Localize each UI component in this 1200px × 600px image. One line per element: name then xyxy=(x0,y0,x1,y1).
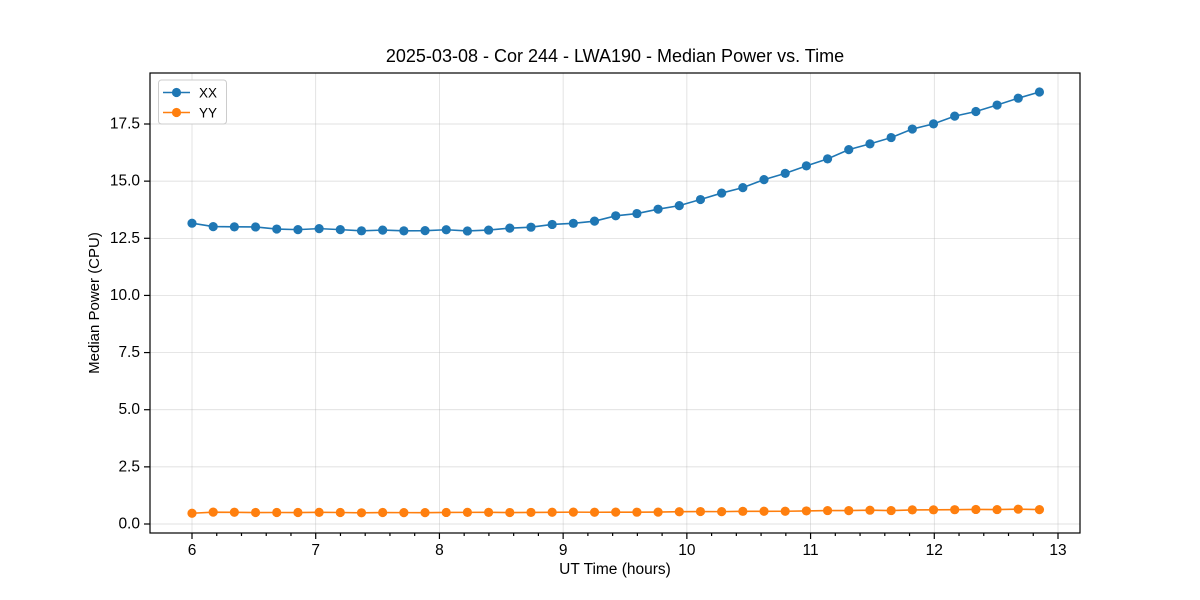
svg-text:2.5: 2.5 xyxy=(118,458,140,475)
svg-text:8: 8 xyxy=(435,542,444,559)
svg-text:13: 13 xyxy=(1049,542,1066,559)
svg-text:17.5: 17.5 xyxy=(110,116,140,133)
svg-text:2025-03-08 - Cor 244 - LWA190: 2025-03-08 - Cor 244 - LWA190 - Median P… xyxy=(386,46,844,66)
svg-text:6: 6 xyxy=(188,542,197,559)
svg-text:12: 12 xyxy=(926,542,943,559)
svg-text:10: 10 xyxy=(678,542,696,559)
svg-text:10.0: 10.0 xyxy=(110,287,141,304)
svg-text:12.5: 12.5 xyxy=(110,230,140,247)
svg-text:Median Power (CPU): Median Power (CPU) xyxy=(86,232,103,374)
svg-text:11: 11 xyxy=(803,542,819,559)
svg-text:7.5: 7.5 xyxy=(118,344,140,361)
svg-text:15.0: 15.0 xyxy=(110,173,141,190)
svg-text:UT Time (hours): UT Time (hours) xyxy=(559,561,671,578)
svg-text:YY: YY xyxy=(199,106,217,121)
svg-text:9: 9 xyxy=(559,542,568,559)
svg-text:5.0: 5.0 xyxy=(118,401,140,418)
svg-text:0.0: 0.0 xyxy=(118,516,140,533)
svg-text:XX: XX xyxy=(199,86,217,101)
svg-text:7: 7 xyxy=(311,542,320,559)
